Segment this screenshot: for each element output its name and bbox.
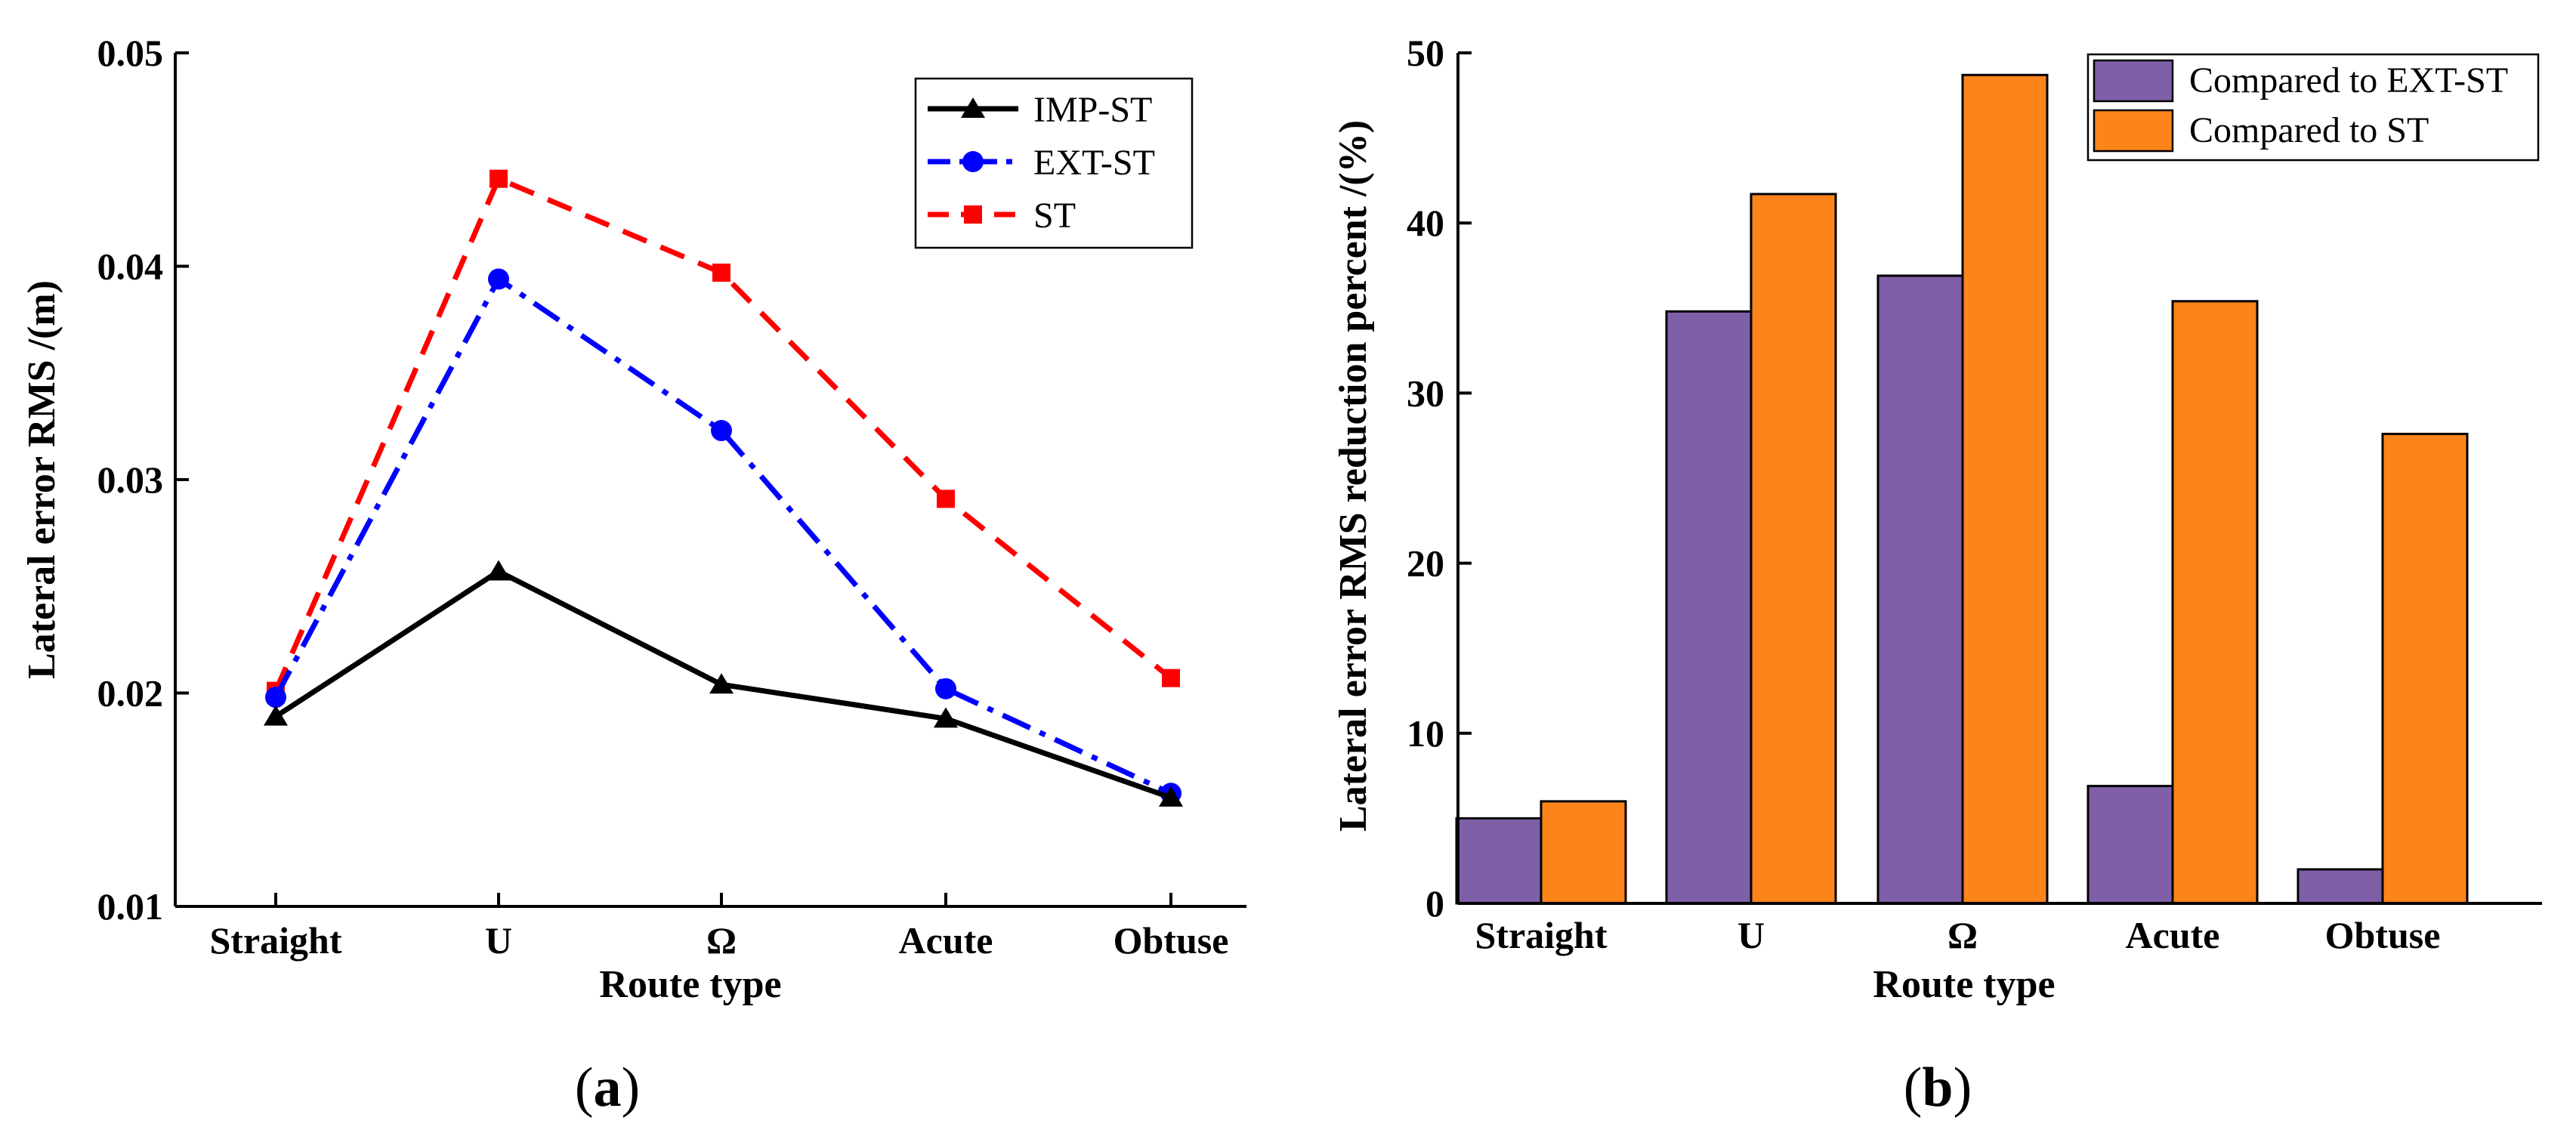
legend-label-1: Compared to ST (2189, 110, 2429, 150)
line-data-point (488, 268, 509, 290)
bar-st-0 (1540, 800, 1627, 905)
line-chart-panel-a: 0.01 0.02 0.03 0.04 0.05 Straight U Ω Acute Obtu… (20, 32, 1246, 1119)
line-chart-x-tick-label: Acute (899, 919, 993, 962)
line-chart-ticks (175, 51, 1172, 908)
line-data-point (1159, 786, 1183, 807)
line-data-point (265, 687, 286, 709)
line-data-point (1162, 668, 1180, 687)
line-series-imp-st (264, 560, 1183, 807)
bar-ext-st-0 (1455, 817, 1543, 905)
bar-chart-x-tick-labels: Straight U Ω Acute Obtuse (1475, 914, 2441, 956)
bar-ext-st-1 (1665, 310, 1753, 905)
line-data-point (711, 420, 732, 442)
line-data-point (264, 705, 288, 726)
bar-ext-st-4 (2296, 868, 2384, 905)
line-chart-x-tick-label: U (485, 919, 512, 962)
line-chart-y-tick-label: 0.02 (97, 672, 164, 715)
line-data-point (490, 169, 508, 188)
line-chart-y-axis-label: Lateral error RMS /(m) (20, 280, 63, 679)
bar-chart-x-tick-label: U (1737, 914, 1765, 956)
bar-st-1 (1750, 193, 1837, 905)
line-data-point (937, 489, 955, 508)
bar-st-4 (2381, 432, 2469, 905)
legend-label-0: Compared to EXT-ST (2189, 60, 2508, 100)
bar-chart-y-tick-label: 0 (1425, 882, 1444, 925)
line-chart-x-tick-label: Obtuse (1113, 919, 1229, 962)
legend-label-st: ST (1033, 196, 1076, 236)
line-chart-y-tick-labels: 0.01 0.02 0.03 0.04 0.05 (97, 32, 164, 928)
line-chart-y-tick-label: 0.01 (97, 885, 164, 928)
line-chart-legend: IMP-ST EXT-ST ST (914, 77, 1194, 249)
line-data-point (934, 707, 958, 728)
line-series-ext-st (265, 268, 1181, 804)
legend-label-ext-st: EXT-ST (1033, 143, 1155, 183)
line-chart-series (264, 169, 1183, 807)
line-chart-y-tick-label: 0.03 (97, 458, 164, 501)
line-data-point (935, 678, 956, 699)
bar-chart-y-tick-label: 40 (1407, 202, 1444, 244)
legend-swatch-1 (2093, 109, 2174, 153)
line-chart-x-tick-labels: Straight U Ω Acute Obtuse (210, 919, 1229, 962)
legend-label-imp-st: IMP-ST (1033, 90, 1152, 130)
bar-chart-y-tick-label: 30 (1407, 372, 1444, 414)
bar-chart-y-axis-label: Lateral error RMS reduction percent /(%) (1332, 120, 1375, 832)
bar-chart-x-tick-label: Ω (1947, 914, 1978, 956)
line-chart-y-tick-label: 0.04 (97, 245, 164, 288)
line-series-path (273, 276, 1172, 796)
bar-st-2 (1961, 73, 2049, 905)
bar-chart-x-tick-label: Acute (2126, 914, 2220, 956)
bar-chart-y-tick-label: 50 (1407, 32, 1444, 74)
panel-a-label: (a) (575, 1057, 640, 1119)
bar-chart-x-tick-label: Straight (1475, 914, 1608, 956)
bar-chart-legend: Compared to EXT-ST Compared to ST (2086, 53, 2540, 162)
bar-chart-y-tick-label: 10 (1407, 712, 1444, 755)
bar-chart-ticks (1458, 51, 1472, 905)
bar-chart-panel-b: 0 10 20 30 40 50 Straight U Ω Acute Obtuse Route … (1332, 32, 2542, 1119)
bar-chart-y-tick-label: 20 (1407, 542, 1444, 585)
line-data-point (712, 263, 730, 282)
panel-b-label: (b) (1904, 1057, 1972, 1119)
line-data-point (486, 560, 511, 581)
bar-chart-bars (1455, 73, 2469, 905)
bar-chart-y-tick-labels: 0 10 20 30 40 50 (1407, 32, 1444, 925)
legend-swatch-0 (2093, 59, 2174, 103)
line-chart-y-tick-label: 0.05 (97, 32, 164, 74)
bar-st-3 (2171, 300, 2259, 905)
legend-marker-ext-st (962, 151, 984, 172)
bar-chart-x-tick-label: Obtuse (2325, 914, 2441, 956)
line-chart-x-axis-label: Route type (599, 963, 781, 1006)
bar-ext-st-2 (1876, 274, 1964, 905)
bar-ext-st-3 (2086, 785, 2174, 905)
legend-marker-st (964, 205, 982, 224)
bar-chart-x-axis-label: Route type (1873, 963, 2055, 1006)
legend-marker-imp-st (961, 97, 985, 118)
line-chart-x-tick-label: Straight (210, 919, 342, 962)
line-chart-x-tick-label: Ω (706, 919, 737, 962)
line-data-point (709, 673, 734, 694)
